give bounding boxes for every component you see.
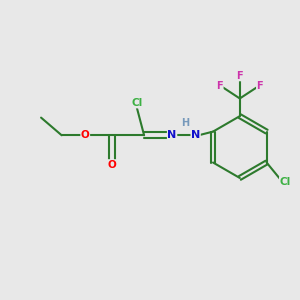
Text: F: F [217, 81, 223, 91]
Text: H: H [181, 118, 189, 128]
Text: O: O [81, 130, 90, 140]
Text: Cl: Cl [280, 177, 291, 187]
Text: N: N [191, 130, 200, 140]
Text: F: F [256, 81, 263, 91]
Text: O: O [107, 160, 116, 170]
Text: N: N [167, 130, 177, 140]
Text: Cl: Cl [131, 98, 142, 108]
Text: F: F [236, 71, 243, 81]
